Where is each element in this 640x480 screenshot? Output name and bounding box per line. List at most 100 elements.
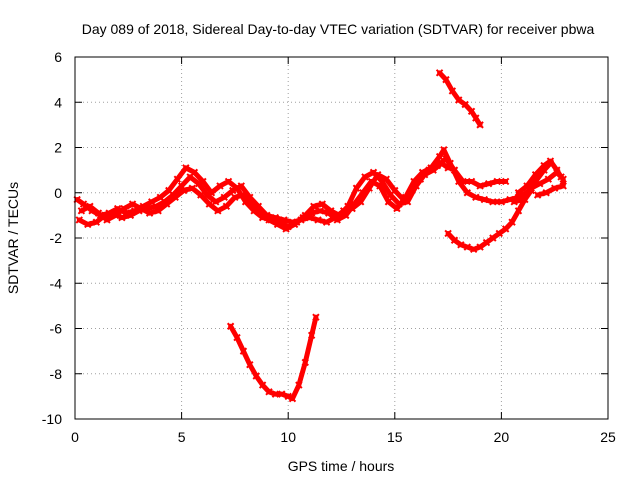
data-point <box>307 209 316 217</box>
plot-frame <box>74 56 609 420</box>
y-tick-label: -2 <box>50 230 63 246</box>
data-point <box>476 182 484 190</box>
y-tick-label: 4 <box>54 94 62 110</box>
data-point <box>237 182 246 190</box>
data-point <box>444 229 452 238</box>
data-point <box>128 200 137 208</box>
data-point <box>280 216 288 224</box>
data-point <box>440 146 448 154</box>
series-arc-main-a <box>73 159 452 231</box>
data-point <box>559 182 567 190</box>
x-tick-label: 20 <box>494 429 510 445</box>
y-axis-label: SDTVAR / TECUs <box>5 182 21 294</box>
y-axis-ticks: -10 -8 -6 -4 -2 0 2 4 6 <box>42 49 608 427</box>
y-tick-label: -10 <box>42 411 62 427</box>
series-arc-lower-dip <box>226 313 320 403</box>
data-point <box>224 177 233 186</box>
data-point <box>284 392 292 401</box>
data-point <box>384 198 393 206</box>
data-point <box>84 220 92 229</box>
data-point <box>194 179 203 188</box>
data-point <box>489 198 497 206</box>
data-point <box>126 211 135 220</box>
data-point <box>239 347 248 355</box>
data-point <box>333 216 341 224</box>
data-point <box>75 216 83 224</box>
data-point <box>361 173 369 181</box>
data-point <box>256 209 265 217</box>
data-point <box>273 220 282 229</box>
y-tick-label: 0 <box>54 185 62 201</box>
data-point <box>214 207 222 215</box>
data-point <box>472 114 480 122</box>
series-trace <box>228 314 319 402</box>
series-arc-mid-dip <box>444 186 535 254</box>
data-point <box>469 245 478 254</box>
series-arc-right-upper <box>514 157 565 197</box>
data-point <box>455 96 463 104</box>
data-point <box>374 170 382 179</box>
data-point <box>510 198 518 206</box>
data-point <box>137 204 145 213</box>
data-point <box>307 331 316 339</box>
data-point <box>265 216 273 224</box>
data-point <box>314 216 322 224</box>
data-point <box>162 200 171 208</box>
data-point <box>359 189 367 197</box>
data-point <box>118 213 126 222</box>
data-point <box>476 243 484 251</box>
data-point <box>197 191 205 199</box>
y-tick-label: -4 <box>50 275 63 291</box>
data-point <box>246 360 254 369</box>
x-tick-label: 15 <box>387 429 403 445</box>
data-point <box>282 225 290 233</box>
data-point <box>418 168 427 177</box>
data-point <box>154 207 162 215</box>
data-point <box>171 193 179 201</box>
data-point <box>271 390 280 398</box>
data-point <box>299 213 307 222</box>
data-point <box>295 381 303 389</box>
data-point <box>435 152 444 161</box>
data-point <box>553 166 561 174</box>
data-point <box>220 193 228 201</box>
data-point <box>557 173 565 181</box>
x-axis-ticks: 0 5 10 15 20 25 <box>71 57 616 445</box>
data-point <box>265 388 273 396</box>
data-point <box>472 193 480 201</box>
data-point <box>173 175 182 183</box>
data-point <box>542 189 550 197</box>
data-point <box>322 218 331 226</box>
grid-lines <box>75 57 608 419</box>
data-point <box>544 175 553 183</box>
data-point <box>258 381 267 389</box>
data-point <box>514 207 523 215</box>
data-point <box>352 184 361 192</box>
data-point <box>393 204 401 213</box>
y-tick-label: -8 <box>50 366 63 382</box>
data-point <box>501 225 510 233</box>
data-point <box>248 200 256 208</box>
data-point <box>301 358 309 367</box>
data-point <box>325 209 333 217</box>
data-point <box>523 182 531 190</box>
data-point <box>461 100 469 109</box>
data-point <box>231 193 239 201</box>
data-point <box>86 202 94 211</box>
data-point <box>531 170 540 179</box>
chart-title: Day 089 of 2018, Sidereal Day-to-day VTE… <box>82 21 595 37</box>
data-point <box>391 186 399 195</box>
data-point <box>536 179 544 188</box>
data-points <box>73 69 567 403</box>
data-point <box>312 313 320 321</box>
data-point <box>450 236 459 244</box>
y-tick-label: 6 <box>54 49 62 65</box>
data-point <box>222 202 231 211</box>
data-point <box>467 177 476 186</box>
data-point <box>120 204 128 213</box>
data-point <box>92 218 101 226</box>
x-tick-label: 10 <box>280 429 296 445</box>
data-point <box>467 107 476 116</box>
data-point <box>186 173 194 181</box>
data-point <box>435 69 444 77</box>
